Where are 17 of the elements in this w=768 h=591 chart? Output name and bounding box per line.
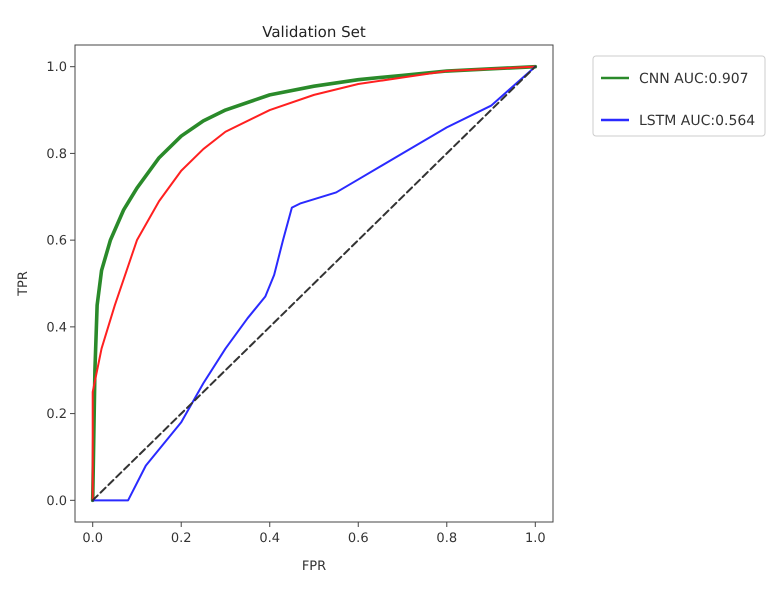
x-tick-label: 0.6 [348,531,369,546]
x-tick-label: 0.4 [259,531,280,546]
legend-label: CNN AUC:0.907 [639,70,749,87]
y-tick-label: 0.4 [46,320,67,336]
y-tick-label: 1.0 [46,60,67,76]
x-tick-label: 0.2 [170,531,192,546]
x-tick-label: 0.0 [82,531,104,546]
x-tick-label: 0.8 [436,531,458,546]
legend-label: LSTM AUC:0.564 [639,112,756,129]
y-tick-label: 0.0 [46,494,67,509]
y-tick-label: 0.8 [46,146,67,162]
x-axis-title: FPR [302,559,326,574]
y-tick-label: 0.2 [46,407,67,422]
y-axis-title: TPR [16,271,31,297]
x-tick-label: 1.0 [524,531,546,546]
y-tick-label: 0.6 [46,234,67,249]
chart-title: Validation Set [262,23,366,41]
